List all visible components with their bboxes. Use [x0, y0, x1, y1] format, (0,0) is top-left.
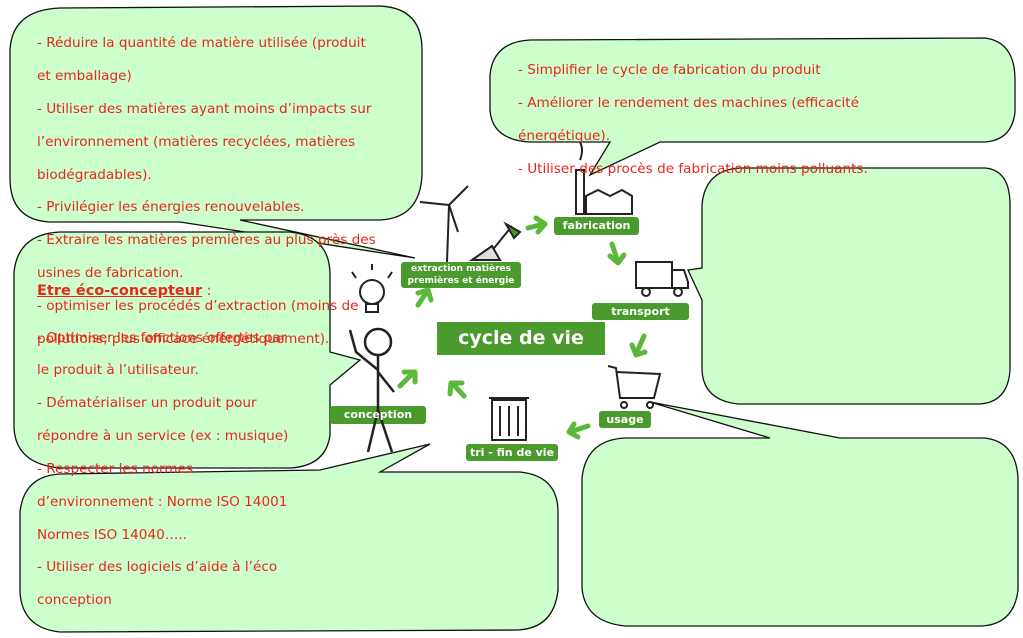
- arrow-conception-to-extraction: [397, 369, 418, 389]
- stage-label-extraction: extraction matières premières et énergie: [401, 262, 521, 289]
- conception-note-line: répondre à un service (ex : musique): [37, 428, 289, 445]
- cycle-center-label: cycle de vie: [458, 327, 584, 349]
- stage-label-transport: transport: [611, 305, 670, 318]
- arrow-extraction-to-fabrication: [525, 215, 548, 235]
- stage-pill-fabrication: [554, 217, 639, 235]
- extraction-note-line: - Utiliser des matières ayant moins d’im…: [37, 101, 372, 118]
- conception-notes: Etre éco-concepteur : - Optimiser les fo…: [37, 250, 327, 625]
- stage-pill-fin-de-vie: [466, 444, 558, 461]
- extraction-note-line: - Privilégier les énergies renouvelables…: [37, 199, 305, 216]
- stage-label-extraction-line: premières et énergie: [407, 276, 515, 286]
- arrow-into-extraction: [415, 287, 434, 308]
- stage-pill-transport: [592, 303, 689, 320]
- stage-label-fabrication: fabrication: [562, 219, 631, 232]
- conception-note-line: le produit à l’utilisateur.: [37, 362, 199, 379]
- extraction-note-line: et emballage): [37, 68, 132, 85]
- light-bulb-icon: [351, 264, 393, 313]
- extraction-note-line: biodégradables).: [37, 166, 152, 183]
- callout-fin-de-vie: [19, 443, 559, 633]
- callout-usage: [581, 401, 1019, 627]
- conception-note-line: - Dématérialiser un produit pour: [37, 395, 257, 412]
- fabrication-note-line: énergétique).: [518, 128, 611, 145]
- truck-icon: [635, 261, 689, 297]
- shovel-icon: [468, 221, 522, 261]
- callout-conception: [13, 231, 362, 469]
- stage-label-extraction-line: extraction matières: [410, 264, 511, 274]
- conception-note-line: - Optimiser les fonctions offertes par: [37, 329, 287, 346]
- conception-heading: Etre éco-concepteur :: [37, 266, 327, 299]
- extraction-note-line: - optimiser les procédés d’extraction (m…: [37, 297, 359, 314]
- fabrication-note-line: - Simplifier le cycle de fabrication du …: [518, 62, 821, 79]
- extraction-note-line: usines de fabrication.: [37, 265, 184, 282]
- callout-extraction: [9, 5, 423, 259]
- callout-transport: [687, 167, 1011, 405]
- arrow-fabrication-to-transport: [607, 241, 627, 266]
- fabrication-note-line: - Améliorer le rendement des machines (e…: [518, 95, 859, 112]
- thinker-figure-icon: [348, 327, 395, 453]
- extraction-notes: - Réduire la quantité de matière utilisé…: [37, 19, 417, 364]
- extraction-note-line: - Réduire la quantité de matière utilisé…: [37, 35, 366, 52]
- conception-note-line: - Utiliser des logiciels d’aide à l’éco: [37, 559, 278, 576]
- conception-note-line: - Respecter les normes: [37, 460, 194, 477]
- extraction-note-line: l’environnement (matières recyclées, mat…: [37, 133, 356, 150]
- stage-pill-extraction: [401, 262, 521, 288]
- stage-pill-usage: [599, 411, 651, 428]
- stage-label-conception: conception: [343, 408, 413, 421]
- conception-colon: :: [202, 282, 212, 299]
- stage-label-usage: usage: [606, 413, 644, 426]
- conception-title: Etre éco-concepteur: [37, 282, 203, 299]
- shopping-cart-icon: [607, 365, 662, 409]
- conception-note-line: conception: [37, 592, 112, 609]
- callout-fabrication: [489, 37, 1016, 177]
- extraction-note-line: pollutions, plus efficace énergétiquemen…: [37, 330, 330, 347]
- fabrication-note-line: - Utiliser des procès de fabrication moi…: [518, 160, 868, 177]
- stage-label-fin-de-vie: tri - fin de vie: [469, 446, 555, 459]
- fabrication-notes: - Simplifier le cycle de fabrication du …: [518, 46, 998, 194]
- conception-note-line: d’environnement : Norme ISO 14001: [37, 493, 288, 510]
- arrow-usage-to-fin: [566, 421, 591, 440]
- cycle-center-box: [437, 322, 605, 355]
- wind-turbine-icon: [419, 185, 469, 263]
- conception-note-line: Normes ISO 14040…..: [37, 526, 187, 543]
- extraction-note-line: - Extraire les matières premières au plu…: [37, 232, 376, 249]
- factory-icon: [575, 141, 633, 215]
- arrow-transport-to-usage: [629, 333, 648, 358]
- trash-bin-icon: [489, 397, 529, 441]
- arrow-fin-to-conception: [447, 380, 467, 399]
